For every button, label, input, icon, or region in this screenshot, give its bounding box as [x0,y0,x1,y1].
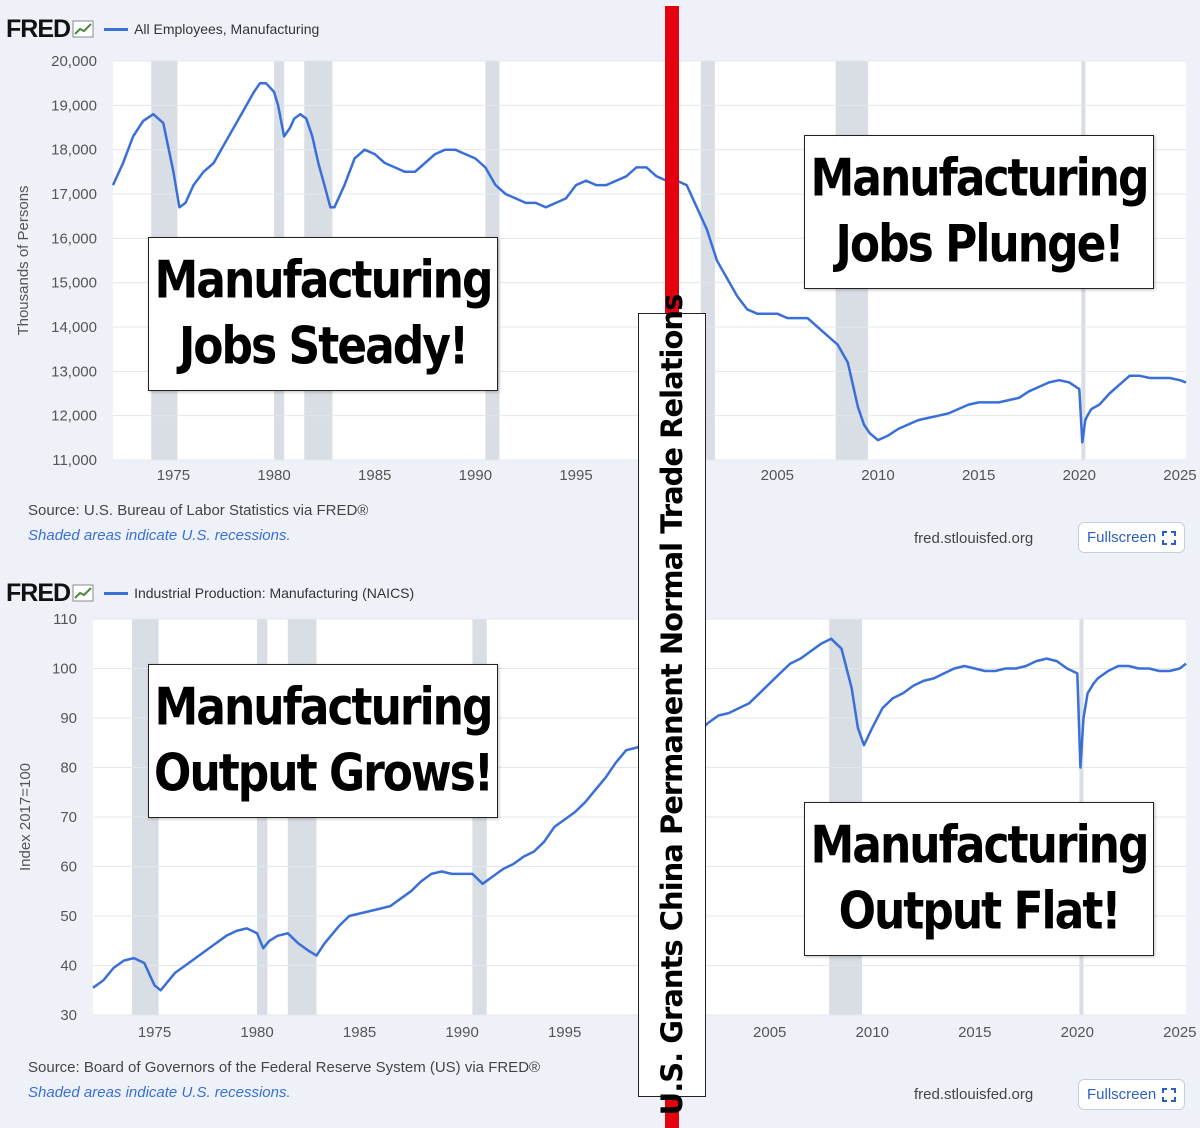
y-tick-label: 110 [53,611,77,628]
expand-icon [1162,1087,1177,1102]
y-tick-label: 90 [60,710,77,727]
expand-icon [1162,530,1177,545]
x-tick-label: 2010 [856,1024,889,1041]
legend-swatch [104,27,129,31]
x-tick-label: 1975 [138,1024,171,1041]
fullscreen-button[interactable]: Fullscreen [1078,1079,1186,1110]
x-tick-label: 1995 [559,467,592,484]
callout-line1: Manufacturing [810,815,1150,876]
x-tick-label: 1980 [257,467,290,484]
x-tick-label: 1995 [548,1024,581,1041]
y-axis-title: Thousands of Persons [15,185,32,335]
x-tick-label: 2015 [958,1024,991,1041]
fred-logo: FRED [6,578,71,607]
x-tick-label: 2005 [761,467,794,484]
recession-note: Shaded areas indicate U.S. recessions. [28,1084,291,1101]
pntr-annotation-text: U.S. Grants China Permanent Normal Trade… [655,294,689,1116]
x-tick-label: 1975 [157,467,190,484]
y-tick-label: 18,000 [51,142,97,159]
pntr-annotation-box: U.S. Grants China Permanent Normal Trade… [638,295,706,1115]
x-tick-label: 2005 [753,1024,786,1041]
callout-line1: Manufacturing [154,250,494,311]
x-tick-label: 2020 [1061,1024,1094,1041]
fred-site-link[interactable]: fred.stlouisfed.org [914,530,1034,547]
y-tick-label: 11,000 [52,452,97,469]
fullscreen-button[interactable]: Fullscreen [1078,522,1186,553]
fred-logo: FRED [6,14,71,43]
y-tick-label: 14,000 [51,319,97,336]
y-tick-label: 50 [60,908,77,925]
x-tick-label: 2010 [861,467,894,484]
callout-jobs-steady: Manufacturing Jobs Steady! [148,237,498,391]
employment-chart-panel: FRED All Employees, Manufacturing 20,000… [0,0,1200,564]
fred-chart-icon [72,584,94,602]
y-tick-label: 70 [60,809,77,826]
y-tick-label: 16,000 [51,230,97,247]
x-tick-label: 2025 [1163,1024,1196,1041]
y-tick-label: 20,000 [51,53,97,70]
x-tick-label: 1985 [343,1024,376,1041]
legend-label: All Employees, Manufacturing [134,21,320,37]
x-tick-label: 2015 [962,467,995,484]
fullscreen-label: Fullscreen [1087,529,1157,546]
fred-site-link[interactable]: fred.stlouisfed.org [914,1086,1034,1103]
y-tick-label: 30 [60,1007,77,1024]
x-tick-label: 1985 [358,467,391,484]
x-tick-label: 1990 [459,467,492,484]
x-tick-label: 2020 [1063,467,1096,484]
fred-chart-icon [72,20,94,38]
chart-header: FRED All Employees, Manufacturing [6,14,319,44]
x-tick-label: 1990 [445,1024,478,1041]
y-tick-label: 19,000 [51,97,97,114]
callout-line1: Manufacturing [154,677,494,738]
x-tick-label: 2025 [1163,467,1196,484]
output-chart-panel: FRED Industrial Production: Manufacturin… [0,564,1200,1128]
callout-jobs-plunge: Manufacturing Jobs Plunge! [804,135,1154,289]
y-tick-label: 40 [60,958,77,975]
legend-label: Industrial Production: Manufacturing (NA… [134,585,415,601]
callout-line2: Jobs Steady! [178,316,469,377]
callout-line1: Manufacturing [810,148,1150,209]
series-line [111,81,1187,444]
callout-output-grows: Manufacturing Output Grows! [148,664,498,818]
y-tick-label: 17,000 [51,186,97,203]
source-text: Source: U.S. Bureau of Labor Statistics … [28,502,369,519]
fullscreen-label: Fullscreen [1087,1086,1157,1103]
y-tick-label: 12,000 [51,408,97,425]
y-tick-label: 100 [52,661,77,678]
source-text: Source: Board of Governors of the Federa… [28,1059,541,1076]
y-tick-label: 60 [60,859,77,876]
y-axis-title: Index 2017=100 [17,763,34,871]
chart-header: FRED Industrial Production: Manufacturin… [6,578,414,608]
x-tick-label: 1980 [240,1024,273,1041]
callout-output-flat: Manufacturing Output Flat! [804,802,1154,956]
y-tick-label: 15,000 [51,275,97,292]
legend-swatch [104,591,129,595]
callout-line2: Output Flat! [838,881,1122,942]
y-tick-label: 13,000 [51,363,97,380]
y-tick-label: 80 [60,760,77,777]
callout-line2: Jobs Plunge! [835,214,1125,275]
callout-line2: Output Grows! [154,743,494,804]
recession-note: Shaded areas indicate U.S. recessions. [28,527,291,544]
